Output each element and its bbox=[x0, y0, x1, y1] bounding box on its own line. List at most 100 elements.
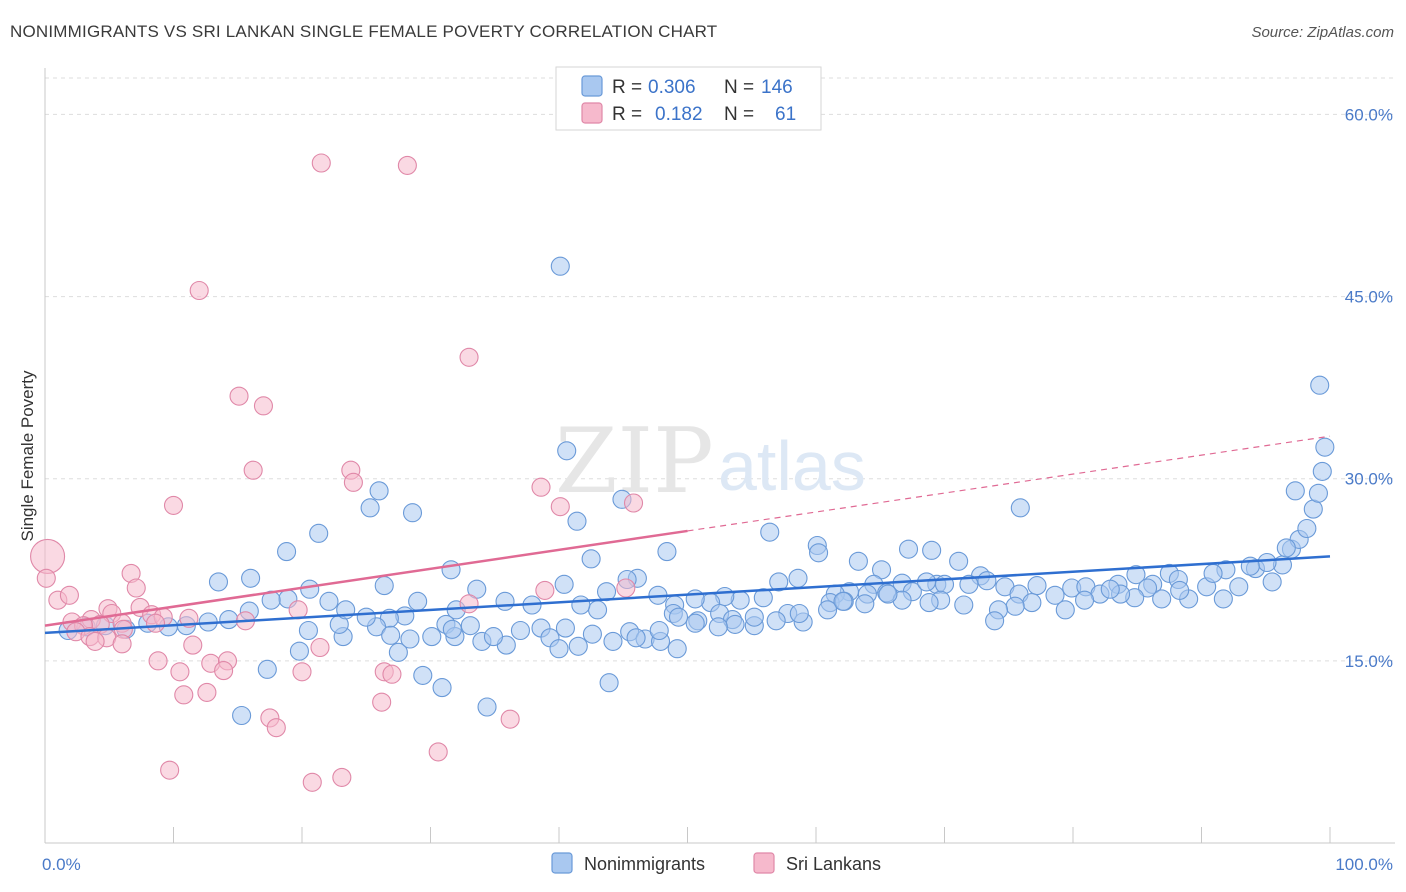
point-nonimmigrants-124 bbox=[1203, 563, 1223, 583]
point-nonimmigrants-115 bbox=[1308, 483, 1328, 503]
point-nonimmigrants-46 bbox=[554, 574, 574, 594]
point-sri-lankans-10 bbox=[623, 493, 644, 513]
point-nonimmigrants-154 bbox=[603, 631, 623, 651]
point-sri-lankans-4 bbox=[229, 386, 249, 406]
source-label: Source: ZipAtlas.com bbox=[1251, 24, 1394, 41]
point-nonimmigrants-121 bbox=[1257, 552, 1277, 573]
point-sri-lankans-47 bbox=[170, 662, 190, 682]
point-nonimmigrants-162 bbox=[400, 629, 420, 649]
point-nonimmigrants-63 bbox=[413, 665, 433, 685]
point-sri-lankans-52 bbox=[174, 685, 194, 705]
point-sri-lankans-20 bbox=[616, 578, 636, 598]
point-nonimmigrants-155 bbox=[582, 624, 602, 644]
point-nonimmigrants-134 bbox=[1005, 596, 1025, 616]
point-nonimmigrants-18 bbox=[788, 568, 808, 588]
point-sri-lankans-56 bbox=[266, 718, 286, 738]
point-nonimmigrants-95 bbox=[1045, 585, 1065, 605]
bottom-legend-label-nonimmigrants: Nonimmigrants bbox=[584, 854, 705, 874]
point-nonimmigrants-163 bbox=[381, 625, 401, 645]
point-nonimmigrants-2 bbox=[369, 481, 389, 501]
point-nonimmigrants-116 bbox=[1312, 461, 1332, 481]
point-sri-lankans-58 bbox=[428, 742, 448, 762]
legend-n-value-nonimmigrants: 146 bbox=[761, 77, 793, 98]
point-sri-lankans-19 bbox=[535, 580, 555, 600]
legend-r-label-nonimmigrants: R = bbox=[612, 77, 642, 98]
point-nonimmigrants-153 bbox=[626, 628, 646, 648]
point-sri-lankans-40 bbox=[85, 631, 105, 651]
point-nonimmigrants-119 bbox=[1285, 481, 1305, 501]
point-sri-lankans-51 bbox=[382, 664, 402, 684]
point-sri-lankans-2 bbox=[189, 280, 209, 301]
point-nonimmigrants-21 bbox=[922, 540, 942, 560]
point-nonimmigrants-107 bbox=[1229, 577, 1249, 597]
point-sri-lankans-18 bbox=[126, 578, 146, 598]
trend-line-sri-lankans bbox=[44, 529, 688, 627]
point-nonimmigrants-159 bbox=[460, 616, 480, 636]
point-nonimmigrants-48 bbox=[495, 591, 515, 611]
point-nonimmigrants-65 bbox=[477, 697, 497, 717]
point-nonimmigrants-142 bbox=[855, 594, 875, 614]
point-nonimmigrants-160 bbox=[442, 619, 462, 639]
point-sri-lankans-49 bbox=[292, 662, 312, 682]
point-nonimmigrants-1 bbox=[557, 441, 577, 461]
point-nonimmigrants-146 bbox=[766, 611, 786, 631]
y-tick-label-3: 60.0% bbox=[1345, 105, 1393, 124]
point-sri-lankans-6 bbox=[243, 460, 263, 480]
point-nonimmigrants-167 bbox=[300, 579, 320, 599]
point-nonimmigrants-23 bbox=[1010, 498, 1030, 518]
point-nonimmigrants-118 bbox=[1310, 375, 1330, 395]
point-sri-lankans-43 bbox=[310, 637, 330, 658]
point-sri-lankans-44 bbox=[148, 651, 168, 671]
point-sri-lankans-57 bbox=[500, 709, 520, 729]
chart-title: NONIMMIGRANTS VS SRI LANKAN SINGLE FEMAL… bbox=[10, 22, 718, 41]
point-nonimmigrants-4 bbox=[360, 498, 380, 518]
trend-lines bbox=[44, 435, 1331, 635]
point-sri-lankans-59 bbox=[160, 760, 180, 780]
bottom-legend-label-sri-lankans: Sri Lankans bbox=[786, 854, 881, 874]
y-tick-labels: 15.0% 30.0% 45.0% 60.0% bbox=[1345, 105, 1393, 670]
point-nonimmigrants-136 bbox=[985, 611, 1005, 631]
point-sri-lankans-35 bbox=[145, 613, 166, 633]
point-nonimmigrants-60 bbox=[257, 659, 277, 679]
point-nonimmigrants-156 bbox=[549, 639, 569, 659]
point-sri-lankans-42 bbox=[183, 635, 203, 655]
trend-line-nonimmigrants bbox=[44, 555, 1331, 635]
legend-r-value-nonimmigrants: 0.306 bbox=[648, 77, 696, 98]
point-sri-lankans-11 bbox=[550, 497, 570, 517]
point-sri-lankans-9 bbox=[531, 477, 551, 497]
point-nonimmigrants-113 bbox=[1297, 518, 1317, 539]
point-nonimmigrants-14 bbox=[657, 542, 677, 562]
point-nonimmigrants-130 bbox=[1100, 579, 1120, 599]
legend-swatch-sri-lankans bbox=[581, 102, 603, 124]
point-nonimmigrants-106 bbox=[1213, 589, 1233, 609]
bottom-legend-swatch-nonimmigrants bbox=[551, 852, 573, 874]
point-nonimmigrants-145 bbox=[789, 603, 809, 624]
series-sri-lankans-points bbox=[30, 153, 644, 792]
point-nonimmigrants-171 bbox=[219, 610, 239, 630]
point-nonimmigrants-109 bbox=[1262, 572, 1282, 592]
point-sri-lankans-0 bbox=[311, 153, 331, 173]
top-legend: R = 0.306 N = 146 R = 0.182 N = 61 bbox=[555, 66, 822, 131]
point-nonimmigrants-131 bbox=[1075, 590, 1095, 610]
point-nonimmigrants-9 bbox=[374, 576, 394, 596]
point-nonimmigrants-19 bbox=[848, 551, 868, 571]
x-tick-labels: 0.0% 100.0% bbox=[42, 855, 1393, 874]
bottom-legend: Nonimmigrants Sri Lankans bbox=[551, 852, 881, 874]
legend-n-label-nonimmigrants: N = bbox=[724, 77, 754, 98]
point-nonimmigrants-132 bbox=[1055, 600, 1075, 620]
point-nonimmigrants-61 bbox=[232, 705, 252, 726]
point-nonimmigrants-7 bbox=[241, 568, 261, 588]
point-sri-lankans-1 bbox=[397, 155, 417, 175]
point-nonimmigrants-52 bbox=[408, 591, 428, 611]
point-nonimmigrants-32 bbox=[769, 572, 789, 592]
y-tick-label-1: 30.0% bbox=[1345, 470, 1393, 489]
point-nonimmigrants-158 bbox=[483, 627, 504, 647]
point-nonimmigrants-91 bbox=[959, 574, 979, 594]
point-nonimmigrants-141 bbox=[878, 584, 898, 604]
legend-r-value-sri-lankans: 0.182 bbox=[655, 104, 703, 125]
point-nonimmigrants-77 bbox=[667, 639, 687, 659]
point-nonimmigrants-59 bbox=[289, 641, 309, 661]
point-sri-lankans-21 bbox=[459, 594, 479, 614]
point-nonimmigrants-3 bbox=[402, 503, 423, 523]
legend-n-label-sri-lankans: N = bbox=[724, 104, 754, 125]
